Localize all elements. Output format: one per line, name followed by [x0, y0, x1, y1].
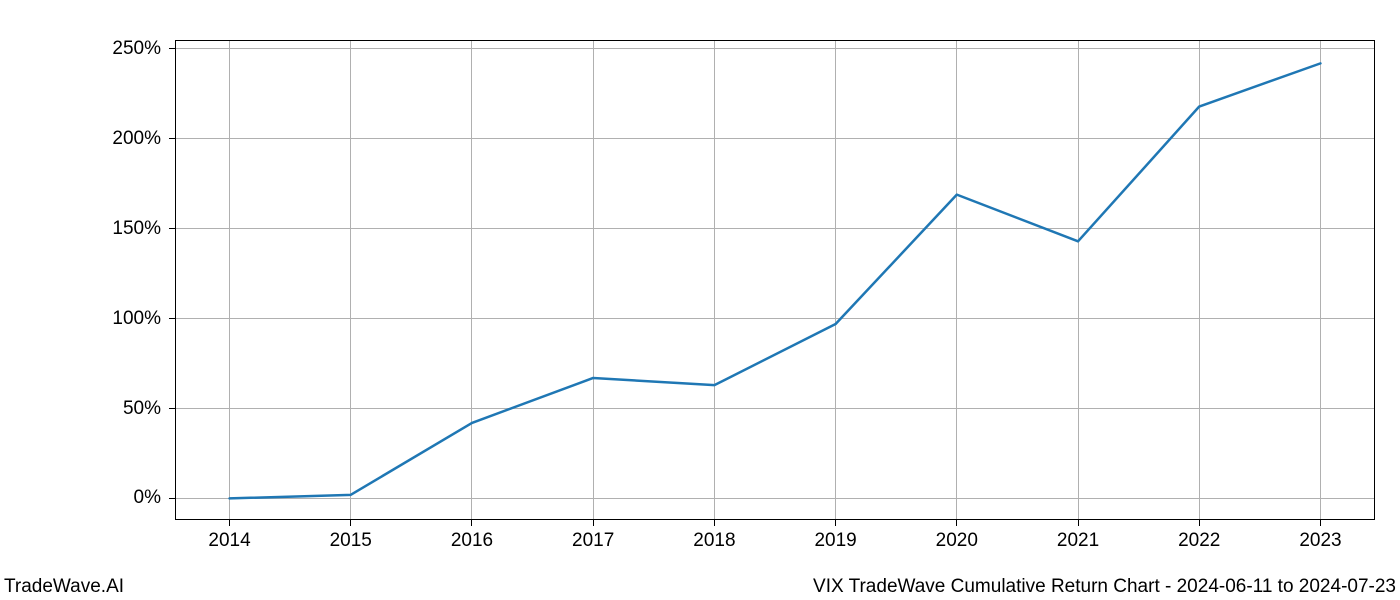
x-tick-label: 2014	[208, 530, 250, 552]
x-tick-label: 2015	[330, 530, 372, 552]
plot-area: 0%50%100%150%200%250%2014201520162017201…	[175, 40, 1375, 520]
x-axis-tick	[471, 520, 472, 526]
x-tick-label: 2022	[1178, 530, 1220, 552]
x-axis-tick	[835, 520, 836, 526]
footer-left-text: TradeWave.AI	[4, 576, 124, 598]
x-tick-label: 2023	[1299, 530, 1341, 552]
x-axis-tick	[956, 520, 957, 526]
footer-right-text: VIX TradeWave Cumulative Return Chart - …	[813, 576, 1396, 598]
x-tick-label: 2017	[572, 530, 614, 552]
chart-container: 0% 50% 100% 150% 200% 250% 2014 2015 2016 2017 201…	[0, 0, 1400, 600]
x-axis-tick	[1199, 520, 1200, 526]
y-tick-label: 150%	[112, 218, 161, 240]
x-tick-label: 2021	[1057, 530, 1099, 552]
x-axis-tick	[593, 520, 594, 526]
x-tick-label: 2018	[693, 530, 735, 552]
return-line	[230, 63, 1321, 498]
x-axis-tick	[1320, 520, 1321, 526]
line-series-layer	[175, 40, 1375, 520]
y-tick-label: 50%	[123, 398, 161, 420]
y-tick-label: 0%	[134, 487, 161, 509]
x-axis-tick	[1078, 520, 1079, 526]
y-tick-label: 250%	[112, 38, 161, 60]
y-tick-label: 100%	[112, 308, 161, 330]
y-tick-label: 200%	[112, 128, 161, 150]
x-tick-label: 2020	[936, 530, 978, 552]
x-axis-tick	[350, 520, 351, 526]
x-tick-label: 2016	[451, 530, 493, 552]
x-tick-label: 2019	[814, 530, 856, 552]
x-axis-tick	[714, 520, 715, 526]
x-axis-tick	[229, 520, 230, 526]
